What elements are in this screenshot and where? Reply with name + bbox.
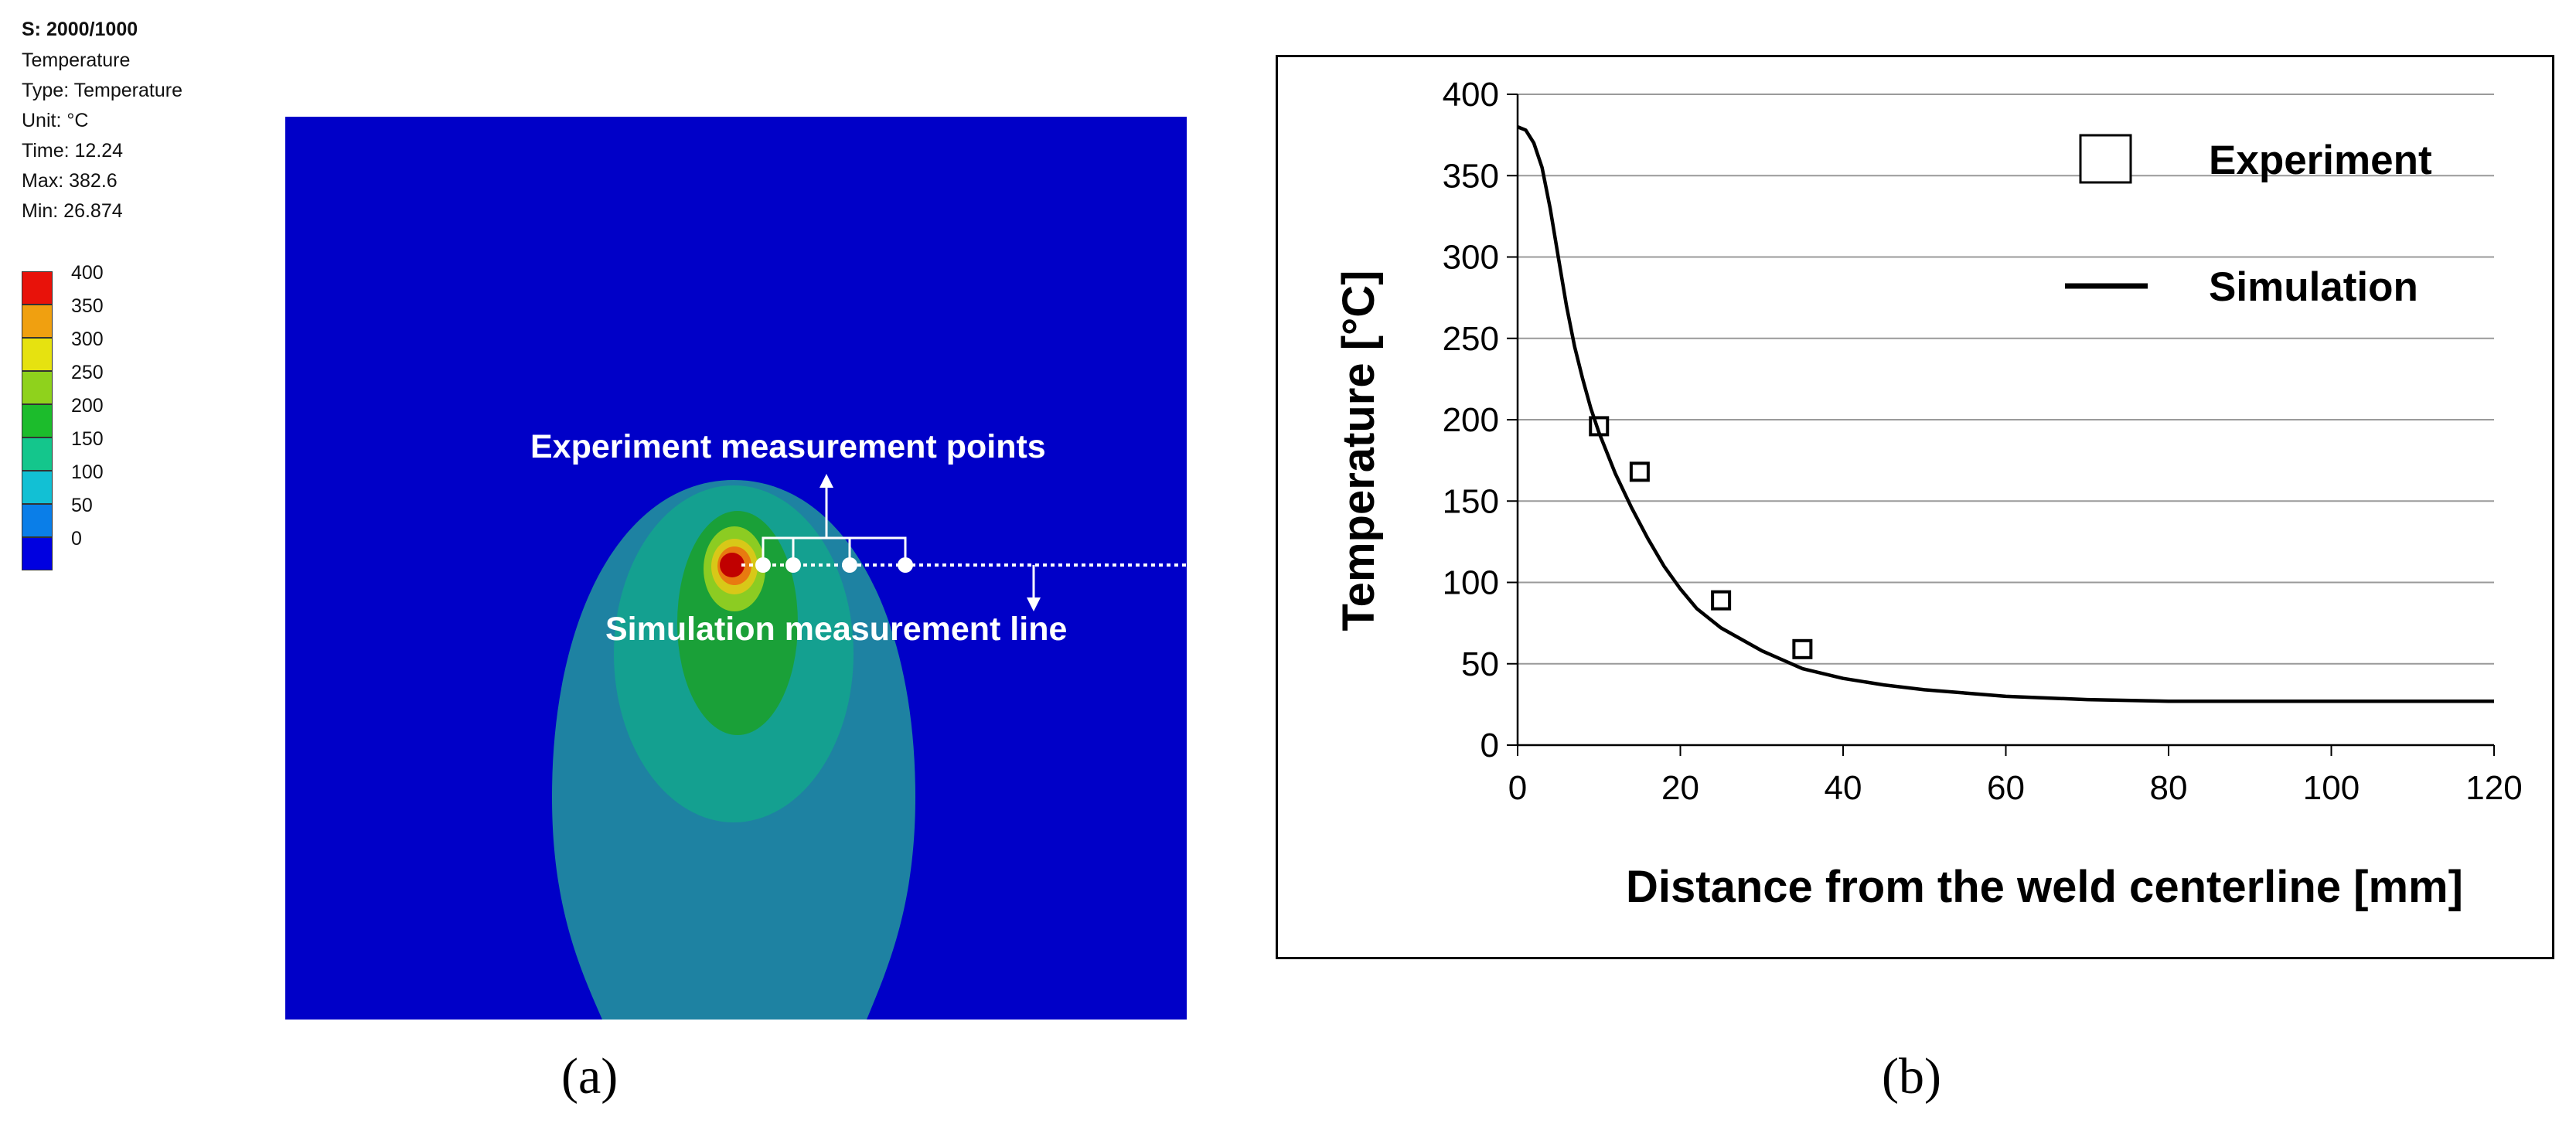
info-time: Time: 12.24 (22, 140, 124, 162)
caption-a: (a) (561, 1048, 618, 1105)
legend-label: 0 (71, 528, 82, 550)
y-tick-label: 100 (1443, 564, 1499, 602)
legend-label: 200 (71, 395, 104, 417)
legend-label: 50 (71, 495, 93, 516)
legend-label: 150 (71, 428, 104, 450)
line-arrow-head (1027, 597, 1041, 611)
temperature-contour (285, 117, 1187, 1020)
y-tick-label: 200 (1443, 401, 1499, 439)
experiment-point (1711, 590, 1732, 611)
legend-label: 350 (71, 295, 104, 317)
legend-swatch (22, 471, 53, 504)
chart-frame (1276, 55, 2554, 959)
legend-swatch (22, 271, 53, 305)
experiment-point (1629, 461, 1650, 482)
y-tick-label: 350 (1443, 157, 1499, 195)
points-arrow-head (819, 474, 833, 488)
legend-swatch (22, 404, 53, 437)
x-tick-label: 20 (1661, 769, 1699, 807)
weld-hotspot (720, 553, 745, 577)
legend-experiment-label: Experiment (2209, 138, 2432, 183)
x-tick-label: 100 (2303, 769, 2360, 807)
measurement-point (755, 557, 771, 573)
y-tick-label: 0 (1481, 727, 1499, 764)
legend-swatch (22, 504, 53, 537)
info-name: Temperature (22, 49, 131, 71)
y-tick-label: 400 (1443, 76, 1499, 114)
legend-swatch (22, 537, 53, 570)
experiment-point (1792, 638, 1813, 659)
contour-panel: S: 2000/1000 Temperature Type: Temperatu… (0, 0, 1237, 1137)
y-tick-label: 300 (1443, 239, 1499, 277)
legend-swatch (22, 437, 53, 471)
legend-swatch (22, 305, 53, 338)
annotation-simulation-line: Simulation measurement line (605, 611, 1068, 648)
y-axis-title: Temperature [°C] (1334, 271, 1384, 631)
legend-swatch (22, 371, 53, 404)
y-tick-label: 50 (1461, 645, 1499, 683)
legend-label: 300 (71, 329, 104, 350)
info-step: S: 2000/1000 (22, 19, 138, 40)
info-min: Min: 26.874 (22, 200, 123, 222)
simulation-line (1517, 125, 2494, 703)
x-tick-label: 80 (2150, 769, 2188, 807)
y-tick-label: 150 (1443, 482, 1499, 520)
info-max: Max: 382.6 (22, 170, 118, 192)
x-tick-label: 40 (1825, 769, 1862, 807)
legend-swatch (22, 338, 53, 371)
info-type: Type: Temperature (22, 80, 182, 101)
color-legend (22, 271, 53, 570)
legend-experiment-marker (2079, 134, 2132, 184)
x-tick-label: 120 (2465, 769, 2522, 807)
legend-simulation-label: Simulation (2209, 264, 2418, 310)
legend-label: 250 (71, 362, 104, 383)
y-tick-label: 250 (1443, 320, 1499, 358)
annotation-experiment-points: Experiment measurement points (530, 428, 1046, 465)
x-axis-title: Distance from the weld centerline [mm] (1626, 862, 2463, 912)
caption-b: (b) (1882, 1048, 1941, 1105)
legend-label: 100 (71, 461, 104, 483)
measurement-point (898, 557, 913, 573)
x-tick-label: 60 (1987, 769, 2025, 807)
measurement-point (842, 557, 857, 573)
measurement-point (785, 557, 801, 573)
legend-label: 400 (71, 262, 104, 284)
info-unit: Unit: °C (22, 110, 89, 131)
x-tick-label: 0 (1508, 769, 1527, 807)
